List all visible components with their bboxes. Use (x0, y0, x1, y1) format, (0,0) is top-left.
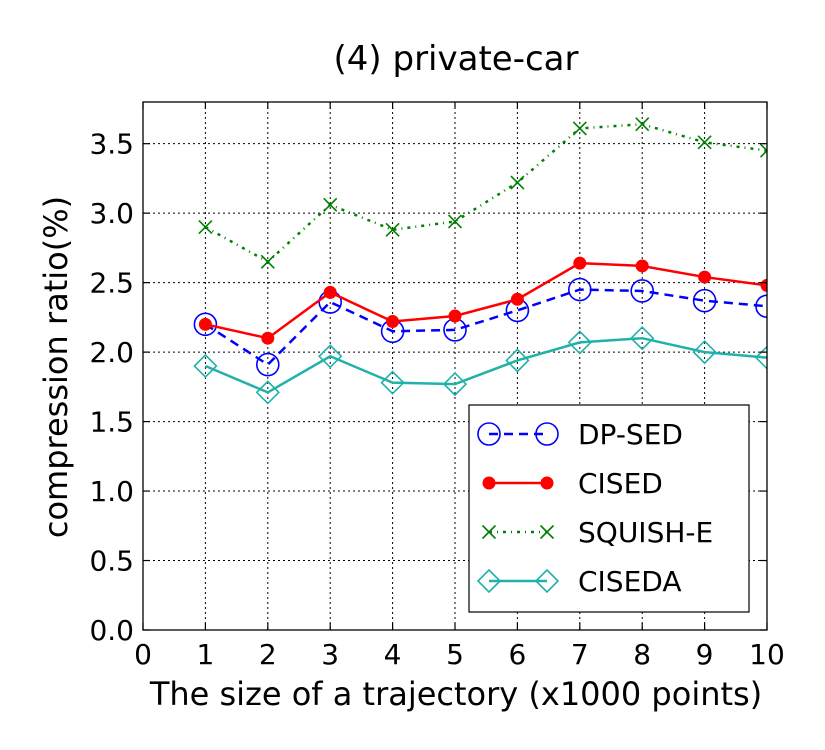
data-point-squish-e (198, 219, 213, 235)
data-point-ciseda (630, 326, 655, 351)
data-point-squish-e (572, 121, 587, 136)
y-tick-label: 3.5 (89, 128, 134, 161)
legend-item-dp-sed: DP-SED (477, 418, 683, 451)
data-point-ciseda (505, 348, 530, 373)
y-tick-label: 0.5 (89, 545, 134, 578)
y-tick-label: 2.0 (89, 336, 134, 369)
legend-item-squish-e: SQUISH-E (481, 516, 713, 549)
series-line-dp-sed (204, 288, 767, 367)
data-point-ciseda (193, 353, 218, 379)
x-tick-label: 7 (571, 638, 589, 671)
data-point-ciseda (754, 345, 767, 370)
legend-marker (482, 476, 496, 490)
legend-label: CISEDA (578, 565, 682, 598)
series-squish-e (198, 117, 767, 269)
series-line-cised (205, 261, 767, 340)
y-tick-label: 2.5 (89, 267, 134, 300)
data-point-cised (573, 256, 587, 270)
data-point-dp-sed (193, 312, 218, 337)
series-line-squish-e (204, 122, 767, 264)
legend-marker (534, 568, 560, 594)
data-point-squish-e (260, 254, 275, 269)
data-point-squish-e (447, 214, 463, 229)
data-point-ciseda (255, 380, 280, 405)
x-tick-label: 4 (384, 638, 402, 671)
x-tick-label: 0 (134, 638, 152, 671)
x-tick-label: 1 (196, 638, 214, 671)
data-point-squish-e (385, 222, 400, 237)
y-tick-label: 0.0 (89, 614, 134, 647)
legend-marker (481, 524, 497, 540)
legend-marker (540, 476, 554, 490)
legend-label: DP-SED (578, 418, 683, 451)
x-tick-label: 5 (446, 638, 464, 671)
y-tick-label: 1.0 (89, 475, 134, 508)
legend: DP-SED CISED SQUISH-E CISEDA (468, 404, 750, 613)
data-point-squish-e (323, 197, 338, 212)
legend-marker (539, 524, 555, 540)
x-tick-label: 6 (508, 638, 526, 671)
data-point-ciseda (380, 370, 405, 395)
y-tick-label: 3.0 (89, 197, 134, 230)
x-tick-label: 3 (321, 638, 339, 671)
series-cised (198, 256, 767, 345)
series-layer (193, 117, 767, 405)
data-point-cised (323, 285, 337, 299)
data-point-dp-sed (567, 277, 592, 302)
x-tick-label: 10 (749, 638, 785, 671)
data-point-dp-sed (692, 288, 717, 313)
data-point-ciseda (567, 330, 592, 355)
legend-label: SQUISH-E (578, 516, 713, 549)
data-point-ciseda (692, 339, 717, 365)
data-point-cised (698, 270, 712, 284)
data-point-cised (448, 309, 462, 323)
data-point-ciseda (318, 344, 343, 369)
legend-item-ciseda: CISEDA (476, 565, 682, 598)
y-axis-label: compression ratio(%) (37, 196, 75, 538)
data-point-squish-e (759, 143, 767, 158)
data-point-dp-sed (755, 294, 767, 319)
data-point-dp-sed (255, 352, 280, 377)
data-point-cised (198, 317, 212, 331)
x-tick-label: 8 (633, 638, 651, 671)
data-point-squish-e (510, 175, 525, 190)
data-point-dp-sed (630, 279, 655, 303)
x-axis-label: The size of a trajectory (x1000 points) (149, 675, 762, 713)
data-point-cised (635, 259, 649, 273)
legend-marker (476, 568, 502, 594)
series-line-ciseda (204, 336, 767, 394)
x-tick-label: 2 (259, 638, 277, 671)
legend-marker (477, 422, 501, 446)
legend-item-cised: CISED (482, 467, 663, 500)
data-point-squish-e (635, 117, 650, 132)
legend-marker (535, 422, 559, 446)
chart-title: (4) private-car (334, 39, 579, 79)
data-point-squish-e (697, 135, 712, 150)
x-tick-label: 9 (696, 638, 714, 671)
data-point-ciseda (442, 371, 468, 397)
y-tick-label: 1.5 (89, 406, 134, 439)
legend-label: CISED (578, 467, 663, 500)
data-point-cised (386, 315, 400, 329)
data-point-cised (261, 331, 275, 345)
data-point-cised (510, 292, 524, 306)
legend-box (468, 404, 750, 613)
series-ciseda (193, 326, 767, 405)
axis-ticks: 0 1 2 3 4 5 6 7 8 9 10 0.0 0.5 1.0 1.5 2.0 2.5 3.0 3.5 (89, 102, 785, 671)
